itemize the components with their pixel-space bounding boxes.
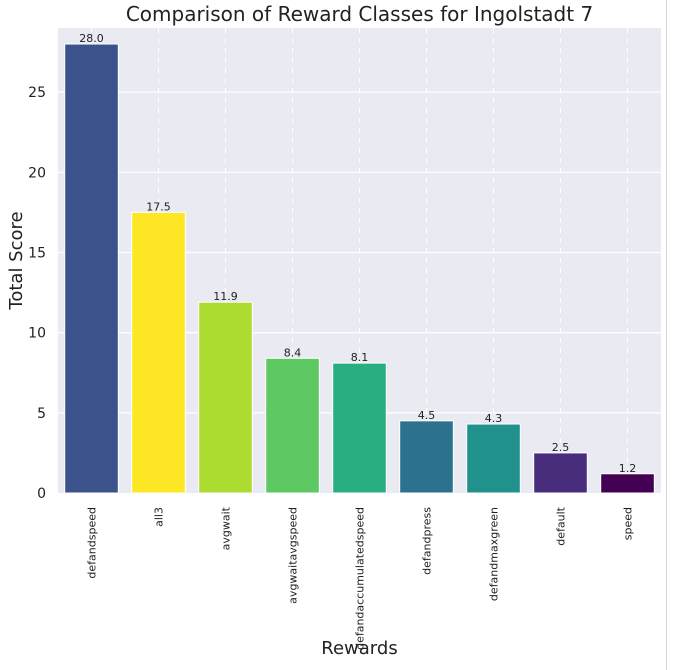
bar-value-label: 11.9 bbox=[213, 290, 238, 303]
bar-value-label: 8.1 bbox=[351, 351, 369, 364]
y-axis-label: Total Score bbox=[6, 211, 27, 310]
x-tick-label: avgwait bbox=[220, 506, 233, 550]
x-tick-label: defandmaxgreen bbox=[488, 507, 501, 601]
bar-value-label: 4.3 bbox=[485, 412, 503, 425]
x-tick-labels: defandspeed all3 avgwait avgwaitavgspeed def… bbox=[86, 506, 635, 650]
bars bbox=[64, 43, 655, 494]
x-tick-label: default bbox=[555, 506, 568, 545]
x-tick-label: all3 bbox=[153, 507, 166, 527]
x-tick-label: speed bbox=[622, 507, 635, 540]
bar-all3 bbox=[131, 211, 186, 494]
bar-value-label: 4.5 bbox=[418, 409, 436, 422]
bar-defandpress bbox=[399, 420, 454, 494]
bar-value-label: 1.2 bbox=[619, 462, 637, 475]
bar-avgwaitavgspeed bbox=[265, 357, 320, 494]
bar-defandaccumulatedspeed bbox=[332, 362, 387, 494]
y-tick-labels: 0 5 10 15 20 25 bbox=[28, 85, 46, 502]
bar-value-labels: 28.0 17.5 11.9 8.4 8.1 4.5 4.3 2.5 1.2 bbox=[79, 32, 636, 475]
x-tick-label: defandaccumulatedspeed bbox=[354, 507, 367, 650]
bar-value-label: 28.0 bbox=[79, 32, 104, 45]
bar-value-label: 17.5 bbox=[146, 200, 171, 213]
bar-value-label: 8.4 bbox=[284, 346, 302, 359]
y-tick-label: 10 bbox=[28, 326, 46, 342]
bar-value-label: 2.5 bbox=[552, 441, 570, 454]
bar-speed bbox=[600, 473, 655, 494]
x-tick-label: defandpress bbox=[421, 507, 434, 575]
bar-avgwait bbox=[198, 301, 253, 494]
bar-defandmaxgreen bbox=[466, 423, 521, 494]
chart-title: Comparison of Reward Classes for Ingolst… bbox=[126, 2, 593, 26]
y-tick-label: 25 bbox=[28, 85, 46, 101]
bar-defandspeed bbox=[64, 43, 119, 494]
y-tick-label: 0 bbox=[37, 486, 46, 502]
x-tick-label: defandspeed bbox=[86, 507, 99, 579]
y-tick-label: 15 bbox=[28, 245, 46, 261]
bar-default bbox=[533, 452, 588, 494]
y-tick-label: 20 bbox=[28, 165, 46, 181]
y-tick-label: 5 bbox=[37, 406, 46, 422]
x-axis-label: Rewards bbox=[321, 638, 397, 659]
x-tick-label: avgwaitavgspeed bbox=[287, 507, 300, 604]
